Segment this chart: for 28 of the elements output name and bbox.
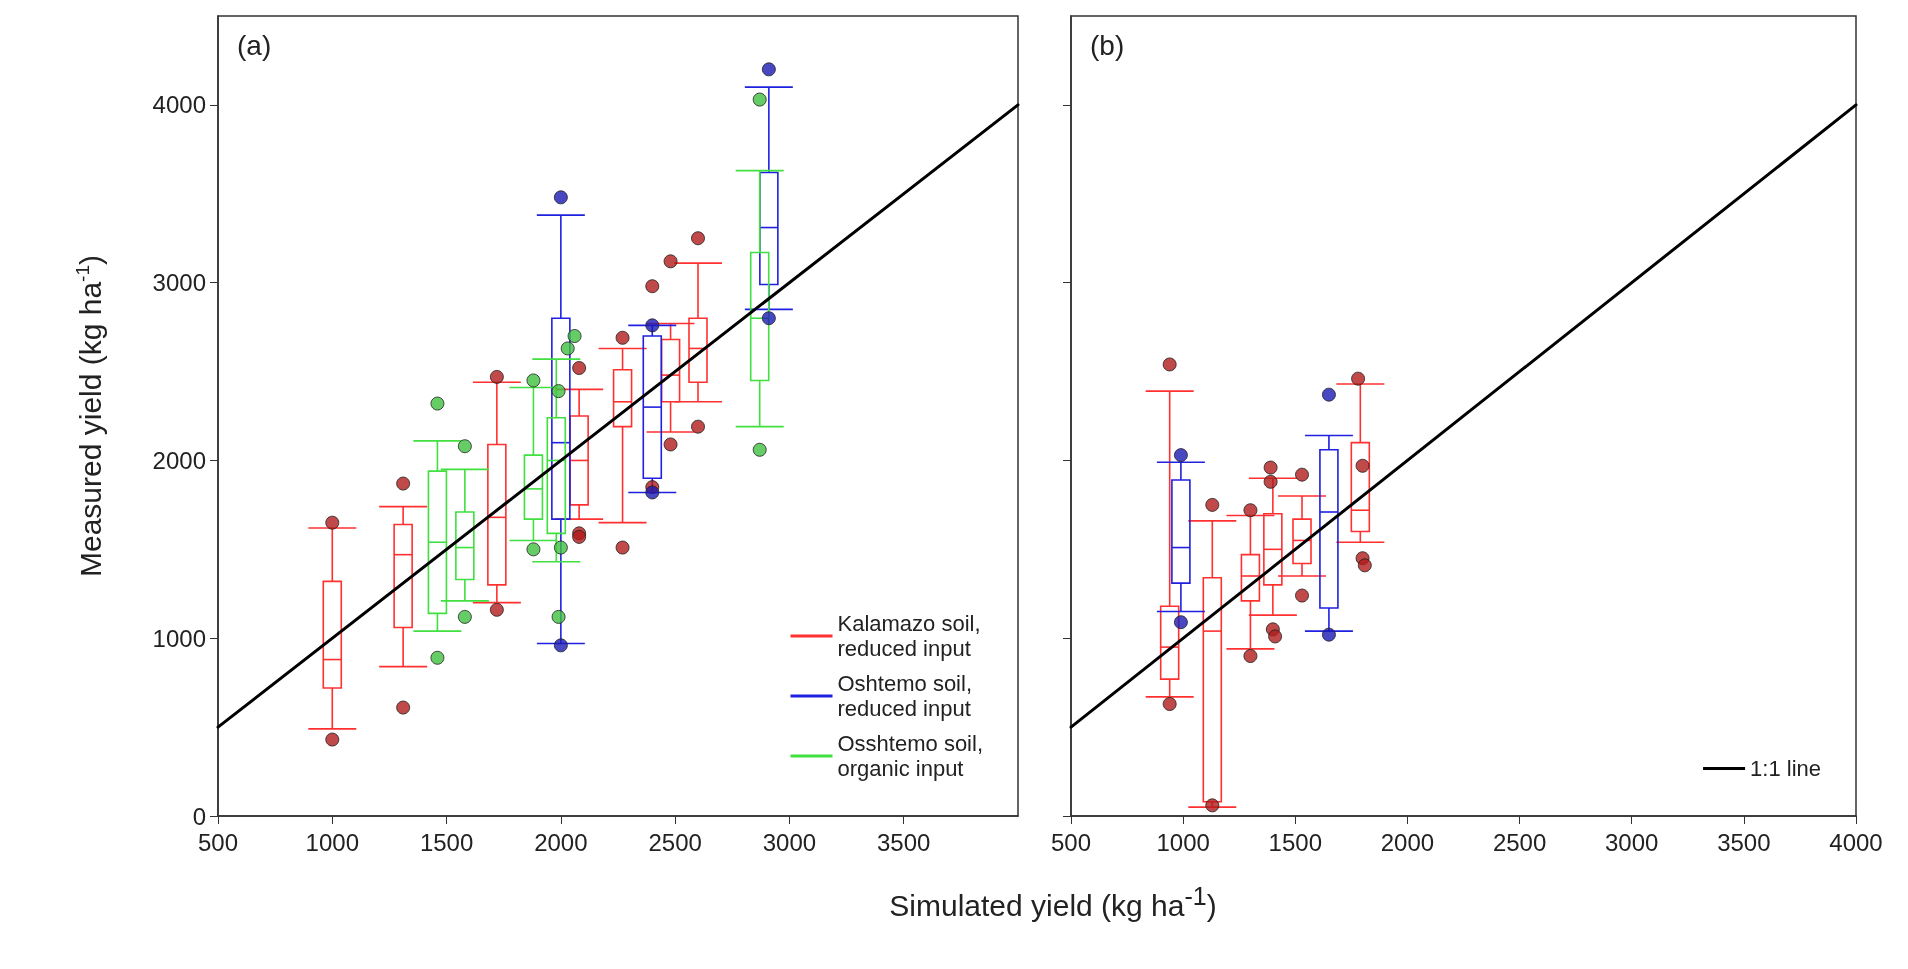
y-axis-title: Measured yield (kg ha-1) bbox=[72, 254, 107, 578]
x-tick-label: 4000 bbox=[1829, 828, 1883, 856]
x-axis-title: Simulated yield (kg ha$^{-1}$) bbox=[888, 882, 1218, 923]
text: (a) bbox=[237, 29, 272, 61]
y-tick-label: 4000 bbox=[152, 91, 206, 119]
x-tick-label: 1500 bbox=[1268, 828, 1322, 856]
x-tick-label: 1500 bbox=[419, 828, 474, 856]
y-tick-label: 3000 bbox=[152, 269, 206, 297]
y-tick-label: 0 bbox=[192, 802, 206, 830]
x-tick-label: 500 bbox=[1050, 828, 1092, 856]
x-tick-label: 2500 bbox=[1492, 828, 1547, 856]
x-tick-label: 3500 bbox=[1717, 828, 1771, 856]
x-tick-label: 1000 bbox=[1156, 828, 1210, 856]
x-tick-label: 3000 bbox=[762, 828, 817, 856]
x-tick-label: 2000 bbox=[1380, 828, 1435, 856]
x-tick-label: 3500 bbox=[877, 828, 931, 856]
x-tick-label: 2500 bbox=[648, 828, 702, 856]
legend-label: Osshtemo soil, organic input bbox=[837, 731, 984, 781]
x-tick-label: 2000 bbox=[534, 828, 588, 856]
y-tick-label: 1000 bbox=[152, 624, 206, 652]
x-tick-label: 1000 bbox=[305, 828, 359, 856]
x-tick-label: 500 bbox=[197, 828, 239, 856]
text: (b) bbox=[1090, 29, 1125, 61]
y-tick-label: 2000 bbox=[152, 446, 206, 474]
x-tick-label: 3000 bbox=[1605, 828, 1659, 856]
legend-label: Oshtemo soil, reduced input bbox=[837, 671, 973, 721]
legend-label: 1:1 line bbox=[1750, 756, 1822, 781]
legend-label: Kalamazo soil, reduced input bbox=[837, 611, 981, 661]
